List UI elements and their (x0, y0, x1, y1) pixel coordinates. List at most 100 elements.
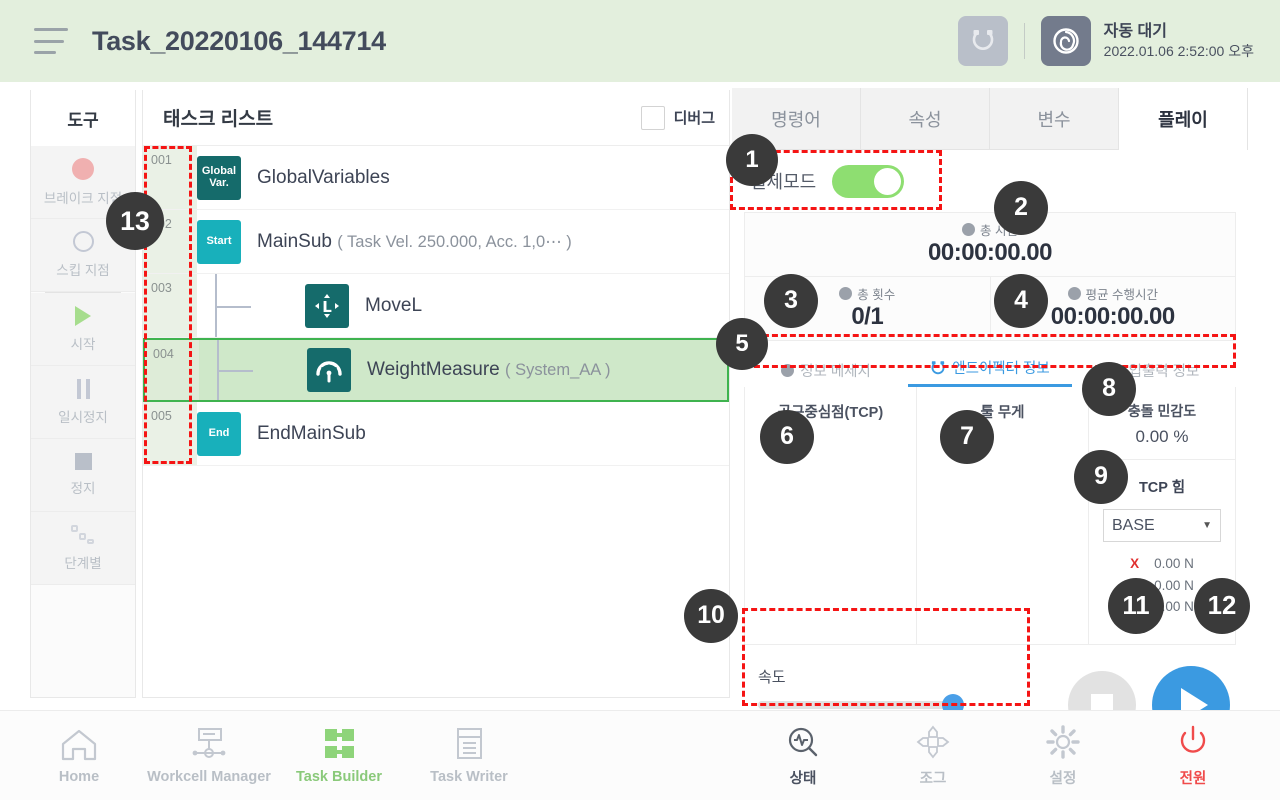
row-sub-text: ( Task Vel. 250.000, Acc. 1,0⋯ ) (337, 232, 572, 251)
annotation-badge: 7 (940, 410, 994, 464)
avg-caption: 평균 수행시간 (991, 284, 1236, 303)
real-mode-row: 실제모드 (732, 150, 1248, 212)
red-dot-icon (72, 157, 94, 180)
tool-item-step[interactable]: 단계별 (31, 512, 135, 585)
annotation-badge: 2 (994, 181, 1048, 235)
tool-item-label: 단계별 (64, 555, 102, 571)
nav-item-settings[interactable]: 설정 (998, 724, 1128, 788)
end-icon: End (197, 411, 241, 456)
tool-item-label: 시작 (70, 336, 96, 352)
speed-slider-fill (758, 700, 958, 709)
task-list-title: 태스크 리스트 (163, 109, 274, 130)
annotation-badge: 1 (726, 134, 778, 186)
force-axis-value: 0.00 N (1154, 577, 1194, 593)
robot-arm-icon[interactable] (957, 16, 1008, 66)
row-number: 004 (145, 340, 199, 400)
status-badge: 자동 대기 (1103, 22, 1167, 40)
sensitivity-block: 충돌 민감도 0.00 % (1089, 387, 1235, 460)
task-list-header: 태스크 리스트 디버그 (143, 90, 729, 146)
table-row[interactable]: 004 WeightMeasure ( System_AA ) (143, 338, 729, 402)
nav-item-jog[interactable]: 조그 (868, 724, 998, 788)
nav-label: 상태 (789, 770, 817, 787)
bottom-nav: Home Workcell Manager Task Builder (0, 710, 1280, 800)
tool-item-label: 정지 (70, 481, 96, 496)
tcp-force-title: TCP 힘 (1138, 480, 1186, 496)
table-row[interactable]: 001 Global Var. GlobalVariables (143, 146, 729, 210)
avg-label: 평균 수행시간 (1085, 288, 1158, 302)
debug-checkbox[interactable] (640, 105, 665, 130)
debug-checkbox-group[interactable]: 디버그 (640, 105, 715, 130)
counter-icon (839, 287, 853, 300)
tcp-force-block: TCP 힘 BASE ▼ X 0.00 N Y 0.00 N Z (1089, 460, 1235, 618)
page-title: Task_20220106_144714 (92, 25, 386, 56)
nav-label: 설정 (1049, 770, 1077, 787)
annotation-badge: 12 (1194, 578, 1250, 634)
indent-tick (217, 370, 253, 372)
tab-play[interactable]: 플레이 (1119, 88, 1248, 150)
row-label: WeightMeasure ( System_AA ) (367, 359, 610, 381)
task-list-panel: 태스크 리스트 디버그 001 Global Var. GlobalVariabl… (142, 90, 730, 698)
hamburger-icon[interactable] (34, 28, 68, 54)
tab-info-message[interactable]: 정보 메세지 (744, 360, 908, 387)
table-row[interactable]: 002 Start MainSub ( Task Vel. 250.000, A… (143, 210, 729, 274)
tab-properties[interactable]: 속성 (861, 88, 990, 150)
real-mode-toggle[interactable] (832, 164, 905, 198)
nav-item-power[interactable]: 전원 (1128, 724, 1258, 788)
count-value: 0/1 (851, 303, 884, 330)
end-effector-body: 공구중심점(TCP) 툴 무게 충돌 민감도 0.00 % TCP 힘 BASE… (744, 387, 1236, 645)
nav-item-task-writer[interactable]: Task Writer (404, 726, 534, 785)
pause-icon (76, 378, 90, 399)
total-time-cell: 총 시간 00:00:00.00 (745, 213, 1235, 277)
header-status-area: 자동 대기 2022.01.06 2:52:00 오후 (957, 0, 1254, 82)
annotation-badge: 13 (106, 192, 164, 250)
start-icon: Start (197, 219, 241, 264)
speed-slider[interactable] (758, 693, 964, 716)
global-var-icon: Global Var. (197, 155, 241, 200)
play-panel: 명령어 속성 변수 플레이 실제모드 총 시간 00:00:00.00 총 횟수… (732, 88, 1248, 749)
info-tabs: 정보 메세지 엔드이펙터 정보 ↑↓ 입출력 정보 (744, 351, 1236, 387)
annotation-badge: 3 (764, 274, 818, 328)
tool-item-pause[interactable]: 일시정지 (31, 366, 135, 439)
frame-select[interactable]: BASE ▼ (1103, 509, 1221, 542)
row-label-text: WeightMeasure (367, 359, 500, 380)
nav-item-workcell-manager[interactable]: Workcell Manager (144, 726, 274, 785)
nav-item-status[interactable]: 상태 (738, 724, 868, 788)
nav-label: Task Builder (296, 769, 382, 785)
tool-item-stop[interactable]: 정지 (31, 439, 135, 512)
document-icon (457, 728, 482, 759)
tool-sidebar-title: 도구 (31, 90, 135, 146)
step-stairs-icon (70, 524, 96, 545)
tool-item-start[interactable]: 시작 (31, 293, 135, 366)
annotation-badge: 9 (1074, 450, 1128, 504)
table-row[interactable]: 005 End EndMainSub (143, 402, 729, 466)
force-axis-value: 0.00 N (1154, 556, 1194, 571)
tab-end-effector-label: 엔드이펙터 정보 (952, 361, 1050, 377)
tool-item-label: 스킵 지점 (56, 263, 110, 278)
sidebar-divider (45, 292, 121, 293)
status-text-block: 자동 대기 2022.01.06 2:52:00 오후 (1104, 21, 1254, 61)
nav-label: Home (58, 769, 100, 785)
row-label: MoveL (365, 294, 423, 316)
indent-tick (215, 305, 251, 308)
tab-info-message-label: 정보 메세지 (800, 364, 871, 380)
count-caption: 총 횟수 (745, 284, 990, 303)
total-time-value: 00:00:00.00 (928, 239, 1052, 266)
annotation-badge: 5 (716, 318, 768, 370)
swirl-icon (1040, 16, 1091, 66)
nav-label: 조그 (919, 770, 947, 787)
nav-item-home[interactable]: Home (14, 726, 144, 785)
clock-icon (1067, 287, 1081, 300)
row-indent-wrap: L MoveL (197, 283, 423, 328)
debug-label: 디버그 (673, 110, 715, 127)
total-time-caption: 총 시간 (745, 220, 1235, 239)
tab-variables[interactable]: 변수 (990, 88, 1119, 150)
force-axis-label: X (1130, 556, 1140, 571)
row-label: EndMainSub (257, 422, 366, 444)
bottom-nav-right: 상태 조그 설정 전원 (738, 724, 1258, 788)
chevron-down-icon: ▼ (1202, 520, 1212, 531)
nav-item-task-builder[interactable]: Task Builder (274, 726, 404, 785)
tool-weight-column: 툴 무게 (917, 387, 1089, 644)
table-row[interactable]: 003 L MoveL (143, 274, 729, 338)
sensitivity-value: 0.00 % (1135, 427, 1189, 446)
tab-end-effector[interactable]: 엔드이펙터 정보 (908, 357, 1072, 387)
